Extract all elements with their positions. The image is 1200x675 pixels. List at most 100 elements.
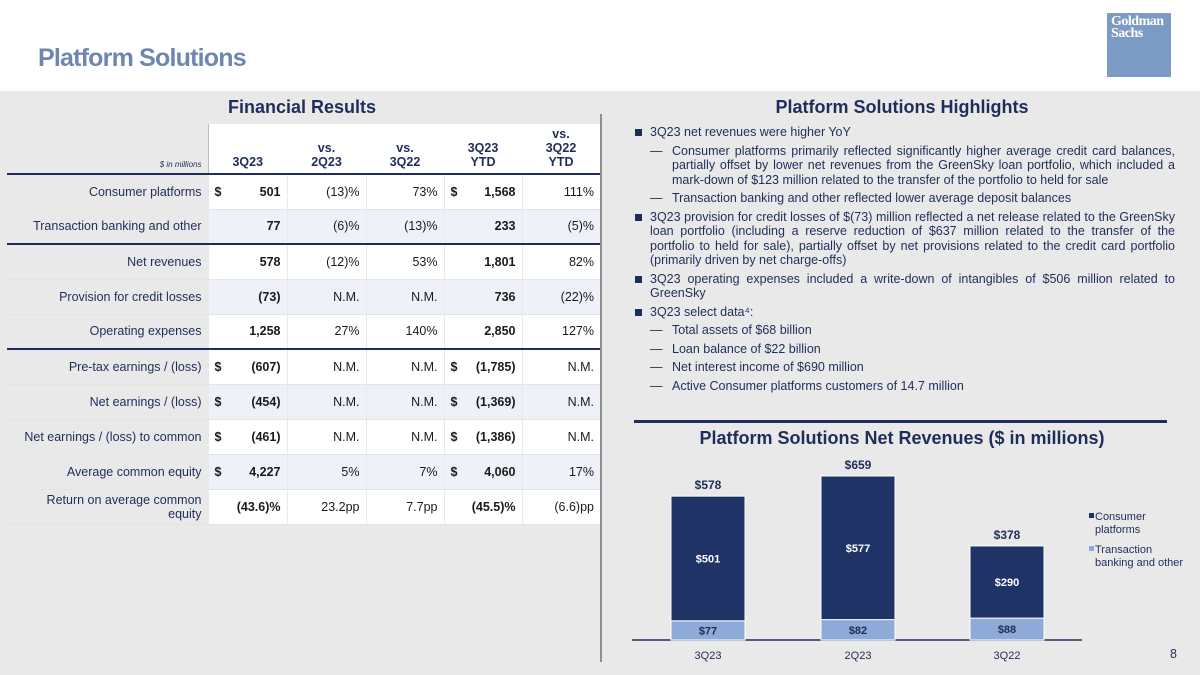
cell-3q23: 1,258: [207, 314, 287, 350]
table-row: Average common equity $4,227 5% 7% $4,060 17%: [7, 454, 600, 490]
cell-vs-2q23: (6)%: [286, 209, 366, 245]
cell-vs-3q22: (13)%: [365, 209, 444, 245]
cell-vs-3q22-ytd: N.M.: [521, 384, 600, 420]
cell-vs-3q22-ytd: 127%: [521, 314, 600, 350]
dollar-sign: $: [214, 464, 222, 479]
cell-vs-2q23: (13)%: [286, 174, 366, 210]
table-body: Consumer platforms $501 (13)% 73% $1,568 111%…: [7, 174, 600, 525]
table-row: Consumer platforms $501 (13)% 73% $1,568 111%: [7, 174, 600, 210]
cell-vs-2q23: 27%: [286, 314, 366, 350]
cell-3q23: 578: [207, 244, 287, 280]
bar-total-label: $378: [994, 528, 1021, 542]
cell-vs-2q23: N.M.: [286, 349, 366, 385]
cell-vs-3q22-ytd: 111%: [521, 174, 600, 210]
cell-3q23-ytd: 233: [443, 209, 522, 245]
cell-3q23-ytd: $ (1,386): [443, 419, 522, 455]
financial-results-table: $ in millions 3Q23 vs. 2Q23 vs. 3Q22 3Q23 Y…: [7, 124, 600, 525]
x-tick-label: 3Q22: [994, 650, 1021, 662]
cell-vs-3q22-ytd: 17%: [521, 454, 600, 490]
net-revenues-chart: $77 $501 $578 3Q23 $82 $577 $659 2Q23 $88 $290 $37…: [632, 458, 1183, 662]
bar-value-label: $88: [998, 624, 1016, 636]
goldman-sachs-logo: Goldman Sachs: [1107, 13, 1171, 77]
dollar-sign: $: [450, 429, 458, 444]
row-label: Provision for credit losses: [7, 279, 208, 315]
column-header: vs. 3Q22 YTD: [522, 124, 600, 175]
cell-3q23-ytd: 2,850: [443, 314, 522, 350]
table-row: Return on average common equity (43.6)% 23…: [7, 489, 600, 525]
cell-3q23: $ (461): [207, 419, 287, 455]
highlights-list: 3Q23 net revenues were higher YoY Consume…: [634, 125, 1175, 397]
table-row: Net earnings / (loss) to common $ (461) N.M…: [7, 419, 600, 455]
cell-vs-3q22-ytd: (22)%: [521, 279, 600, 315]
bar-value-label: $501: [696, 553, 720, 565]
cell-3q23-ytd: $4,060: [443, 454, 522, 490]
table-row: Net revenues 578 (12)% 53% 1,801 82%: [7, 244, 600, 280]
highlight-subbullet: Total assets of $68 billion: [634, 323, 1175, 338]
cell-3q23-ytd: $1,568: [443, 174, 522, 210]
table-row: Pre-tax earnings / (loss) $ (607) N.M. N.M. $…: [7, 349, 600, 385]
table-row: Transaction banking and other 77 (6)% (13)%…: [7, 209, 600, 245]
legend-swatch: [1089, 546, 1094, 551]
cell-3q23-ytd: (45.5)%: [443, 489, 522, 525]
cell-vs-3q22: N.M.: [365, 349, 444, 385]
cell-3q23: $ (607): [207, 349, 287, 385]
bar-consumer-platforms: [969, 545, 1045, 619]
highlights-rule: [634, 420, 1167, 423]
cell-3q23: $ (454): [207, 384, 287, 420]
logo-line-1: Goldman: [1111, 14, 1164, 29]
dollar-sign: $: [214, 394, 222, 409]
dollar-sign: $: [214, 184, 222, 199]
financial-results-title: Financial Results: [227, 97, 377, 117]
bar-value-label: $577: [846, 543, 870, 555]
highlight-subbullet: Transaction banking and other reflected …: [634, 191, 1175, 206]
cell-vs-3q22: 140%: [365, 314, 444, 350]
cell-vs-3q22: 73%: [365, 174, 444, 210]
dollar-sign: $: [450, 394, 458, 409]
bar-value-label: $82: [849, 625, 867, 637]
cell-3q23: $4,227: [207, 454, 287, 490]
bar-consumer-platforms: [820, 475, 896, 621]
cell-3q23-ytd: $ (1,785): [443, 349, 522, 385]
highlight-subbullet: Loan balance of $22 billion: [634, 342, 1175, 357]
cell-vs-3q22: N.M.: [365, 279, 444, 315]
column-header: vs. 3Q22: [366, 124, 444, 175]
row-label: Operating expenses: [7, 314, 208, 350]
cell-vs-3q22-ytd: (5)%: [521, 209, 600, 245]
cell-vs-3q22: N.M.: [365, 419, 444, 455]
row-label: Transaction banking and other: [7, 209, 208, 245]
cell-vs-2q23: N.M.: [286, 419, 366, 455]
dollar-sign: $: [450, 359, 458, 374]
table-row: Operating expenses 1,258 27% 140% 2,850 127%: [7, 314, 600, 350]
row-label: Average common equity: [7, 454, 208, 490]
highlight-bullet: 3Q23 provision for credit losses of $(73…: [634, 210, 1175, 268]
cell-3q23: (43.6)%: [207, 489, 287, 525]
column-header: vs. 2Q23: [287, 124, 366, 175]
table-row: Net earnings / (loss) $ (454) N.M. N.M. $ (1,3…: [7, 384, 600, 420]
cell-vs-2q23: 5%: [286, 454, 366, 490]
x-tick-label: 3Q23: [695, 650, 722, 662]
row-label: Return on average common equity: [7, 489, 208, 525]
cell-3q23-ytd: 736: [443, 279, 522, 315]
cell-vs-3q22: 7.7pp: [365, 489, 444, 525]
cell-vs-2q23: N.M.: [286, 384, 366, 420]
highlight-bullet: 3Q23 operating expenses included a write…: [634, 272, 1175, 301]
cell-vs-2q23: (12)%: [286, 244, 366, 280]
page-number: 8: [1170, 647, 1177, 661]
bar-value-label: $290: [995, 577, 1019, 589]
highlight-subbullet: Net interest income of $690 million: [634, 360, 1175, 375]
cell-vs-3q22-ytd: (6.6)pp: [521, 489, 600, 525]
cell-vs-3q22-ytd: 82%: [521, 244, 600, 280]
table-header-row: $ in millions 3Q23 vs. 2Q23 vs. 3Q22 3Q23 Y…: [7, 124, 600, 175]
dollar-sign: $: [214, 429, 222, 444]
cell-3q23-ytd: 1,801: [443, 244, 522, 280]
row-label: Net earnings / (loss): [7, 384, 208, 420]
legend-label: Consumer: [1095, 511, 1146, 523]
highlight-bullet: 3Q23 select data⁴:: [634, 305, 1175, 320]
page-title: Platform Solutions: [38, 44, 247, 72]
highlight-subbullet: Active Consumer platforms customers of 1…: [634, 379, 1175, 394]
cell-vs-2q23: N.M.: [286, 279, 366, 315]
dollar-sign: $: [450, 464, 458, 479]
panel-divider: [600, 114, 602, 662]
table-row: Provision for credit losses (73) N.M. N.M. 7…: [7, 279, 600, 315]
cell-vs-3q22: N.M.: [365, 384, 444, 420]
